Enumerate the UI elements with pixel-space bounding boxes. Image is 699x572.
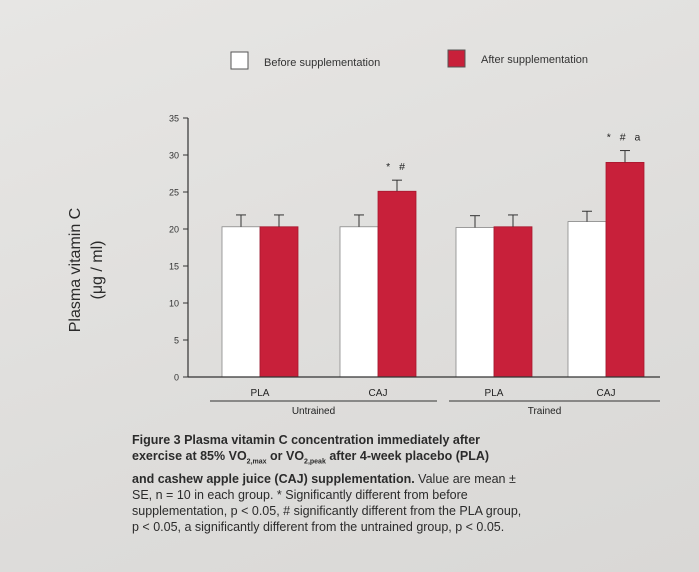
x-tick-label: CAJ xyxy=(369,388,388,399)
bar-after xyxy=(259,226,299,378)
y-tick-label: 10 xyxy=(169,299,179,309)
x-tick-label: PLA xyxy=(485,388,504,399)
y-tick-label: 25 xyxy=(169,188,179,198)
legend-label-after: After supplementation xyxy=(481,54,588,66)
y-tick-label: 15 xyxy=(169,262,179,272)
y-tick-label: 30 xyxy=(169,151,179,161)
bar-before xyxy=(455,227,495,378)
significance-annotation: * # xyxy=(386,161,408,173)
bar-before xyxy=(339,226,379,378)
figure-caption: Figure 3 Plasma vitamin C concentration … xyxy=(132,432,652,535)
group-label: Trained xyxy=(528,406,562,417)
caption-line-6: p < 0.05, a significantly different from… xyxy=(132,519,505,534)
x-tick-label: PLA xyxy=(251,388,270,399)
legend-label-before: Before supplementation xyxy=(264,57,380,69)
y-axis-title-line1: Plasma vitamin C xyxy=(67,208,84,332)
bar-after xyxy=(493,226,533,378)
y-tick-label: 5 xyxy=(174,336,179,346)
bar-after xyxy=(377,190,417,378)
bar-after xyxy=(605,161,645,378)
y-axis: 0 5 10 15 20 25 30 35 xyxy=(169,114,189,383)
caption-line-3: and cashew apple juice (CAJ) supplementa… xyxy=(132,471,516,486)
legend-swatch-after xyxy=(447,49,466,68)
y-axis-title: Plasma vitamin C (μg / ml) xyxy=(67,208,106,332)
y-axis-title-line2: (μg / ml) xyxy=(89,241,106,300)
y-tick-label: 0 xyxy=(174,373,179,383)
y-tick-label: 35 xyxy=(169,114,179,124)
caption-line-1: Figure 3 Plasma vitamin C concentration … xyxy=(132,433,481,447)
bar-before xyxy=(567,221,607,378)
caption-line-4: SE, n = 10 in each group. * Significantl… xyxy=(132,487,468,502)
x-tick-label: CAJ xyxy=(597,388,616,399)
legend-swatch-before xyxy=(230,51,249,70)
x-axis: PLA CAJ PLA CAJ Untrained Trained xyxy=(188,376,660,417)
y-tick-label: 20 xyxy=(169,225,179,235)
significance-annotation: * # a xyxy=(607,132,644,144)
bar-before xyxy=(221,226,261,378)
caption-line-2: exercise at 85% VO2,max or VO2,peak afte… xyxy=(132,449,490,466)
legend: Before supplementation After supplementa… xyxy=(230,49,588,70)
group-label: Untrained xyxy=(292,406,335,417)
chart: Before supplementation After supplementa… xyxy=(67,49,660,417)
plot-area: * # * # a xyxy=(221,132,645,378)
caption-line-5: supplementation, p < 0.05, # significant… xyxy=(132,503,522,518)
